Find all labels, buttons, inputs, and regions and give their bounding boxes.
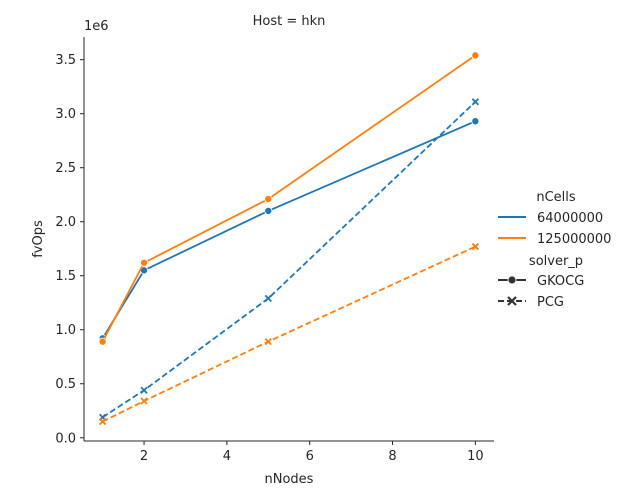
legend-hue-title: nCells	[536, 190, 576, 205]
series-line-125000000-gkocg	[101, 54, 476, 343]
series-125000000-gkocg	[98, 51, 480, 346]
y-tick-label: 2.0	[55, 215, 76, 230]
y-tick-label: 0.5	[55, 377, 76, 392]
data-point	[98, 417, 107, 426]
x-tick-label: 2	[140, 449, 148, 464]
data-point	[264, 195, 273, 204]
data-point	[140, 397, 148, 405]
data-point	[140, 258, 149, 267]
y-tick-label: 2.5	[55, 161, 76, 176]
series-64000000-pcg	[98, 98, 480, 421]
data-point	[471, 117, 480, 126]
legend-label-125000000: 125000000	[537, 232, 611, 247]
x-ticks: 2 4 6 8 10	[140, 441, 484, 464]
y-tick-label: 3.5	[55, 53, 76, 68]
y-tick-label: 3.0	[55, 107, 76, 122]
data-point	[140, 386, 148, 394]
chart-title: Host = hkn	[253, 14, 326, 29]
y-tick-label: 0.0	[55, 431, 76, 446]
data-point	[471, 51, 480, 60]
data-point	[264, 337, 272, 346]
x-tick-label: 6	[306, 449, 314, 464]
series-layer	[98, 51, 480, 426]
x-tick-label: 4	[223, 449, 231, 464]
legend-marker-gkocg	[507, 275, 517, 285]
legend: nCells 64000000 125000000 solver_p GKOCG…	[498, 190, 611, 310]
x-tick-label: 8	[388, 449, 396, 464]
x-axis-label: nNodes	[265, 472, 314, 487]
data-point	[98, 337, 107, 346]
series-line-125000000-pcg	[102, 245, 476, 423]
y-tick-label: 1.0	[55, 323, 76, 338]
data-point	[471, 242, 480, 251]
data-point	[264, 206, 273, 215]
data-point	[264, 294, 272, 303]
series-125000000-pcg	[98, 242, 480, 426]
x-tick-label: 10	[467, 449, 484, 464]
data-point	[471, 98, 480, 106]
series-line-64000000-gkocg	[101, 120, 476, 339]
legend-label-64000000: 64000000	[537, 211, 603, 226]
y-axis-label: fvOps	[31, 220, 46, 258]
y-tick-label: 1.5	[55, 269, 76, 284]
legend-marker-pcg	[507, 296, 517, 306]
series-line-64000000-pcg	[102, 101, 476, 418]
y-offset-label: 1e6	[84, 19, 109, 34]
legend-style-title: solver_p	[529, 254, 583, 269]
legend-label-pcg: PCG	[537, 295, 564, 310]
y-ticks: 0.0 0.5 1.0 1.5 2.0 2.5 3.0 3.5	[55, 53, 84, 446]
legend-label-gkocg: GKOCG	[537, 274, 584, 289]
